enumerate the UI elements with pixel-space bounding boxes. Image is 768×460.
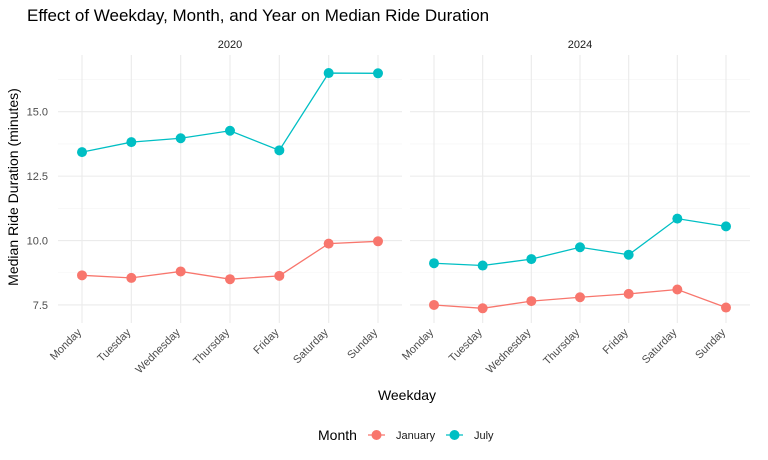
legend-title: Month — [318, 427, 357, 443]
data-point-january — [623, 288, 634, 299]
y-tick-label: 15.0 — [27, 107, 48, 119]
data-point-july — [323, 68, 334, 79]
legend-label: January — [396, 430, 436, 442]
data-point-january — [126, 272, 137, 283]
x-tick-label: Thursday — [541, 326, 582, 367]
facet-panel-2020: 2020 7.5 10.0 12.5 15.0 Monday Tuesday Wednesda… — [27, 39, 402, 376]
legend-key-point — [449, 430, 460, 440]
y-tick-label: 10.0 — [27, 236, 48, 248]
x-tick-label: Saturday — [640, 326, 680, 366]
x-tick-label: Tuesday — [95, 326, 133, 364]
data-point-january — [672, 284, 683, 295]
facet-strip-label: 2020 — [218, 39, 242, 51]
data-point-july — [373, 68, 383, 79]
data-point-july — [526, 254, 537, 265]
x-tick-label: Friday — [601, 326, 631, 356]
legend-key-point — [371, 430, 382, 440]
legend: Month January July — [318, 427, 494, 443]
data-point-january — [323, 238, 334, 249]
data-point-july — [126, 137, 137, 148]
y-tick-label: 7.5 — [33, 300, 48, 312]
data-point-july — [477, 260, 488, 271]
y-tick-label: 12.5 — [27, 171, 48, 183]
x-tick-label: Sunday — [345, 326, 380, 361]
x-axis-title: Weekday — [378, 387, 436, 403]
legend-label: July — [474, 430, 494, 442]
data-point-july — [672, 213, 683, 224]
data-point-january — [575, 292, 585, 303]
data-point-july — [77, 147, 87, 158]
data-point-january — [77, 270, 87, 281]
facet-strip-label: 2024 — [568, 39, 592, 51]
x-tick-label: Monday — [400, 326, 437, 363]
chart-title: Effect of Weekday, Month, and Year on Me… — [27, 6, 489, 25]
x-tick-label: Wednesday — [484, 326, 534, 376]
data-point-july — [623, 249, 634, 260]
data-point-july — [175, 133, 186, 144]
data-point-january — [274, 270, 285, 281]
x-tick-label: Wednesday — [133, 326, 183, 376]
data-point-january — [175, 266, 186, 277]
x-tick-label: Monday — [48, 326, 85, 363]
x-tick-label: Saturday — [291, 326, 331, 366]
data-point-january — [429, 299, 439, 310]
y-axis-title: Median Ride Duration (minutes) — [5, 88, 21, 286]
x-tick-label: Tuesday — [447, 326, 485, 364]
data-point-july — [721, 221, 731, 232]
x-tick-label: Sunday — [693, 326, 728, 361]
data-point-july — [429, 258, 439, 269]
data-point-january — [526, 296, 537, 307]
data-point-july — [274, 145, 285, 156]
data-point-july — [225, 125, 235, 136]
facet-panel-2024: 2024 Monday Tuesday Wednesday Thursday Friday… — [400, 39, 750, 376]
data-point-january — [477, 303, 488, 314]
data-point-january — [225, 274, 235, 285]
data-point-july — [575, 242, 585, 253]
x-tick-label: Thursday — [191, 326, 232, 367]
data-point-january — [721, 302, 731, 313]
x-tick-label: Friday — [251, 326, 281, 356]
data-point-january — [373, 236, 383, 247]
